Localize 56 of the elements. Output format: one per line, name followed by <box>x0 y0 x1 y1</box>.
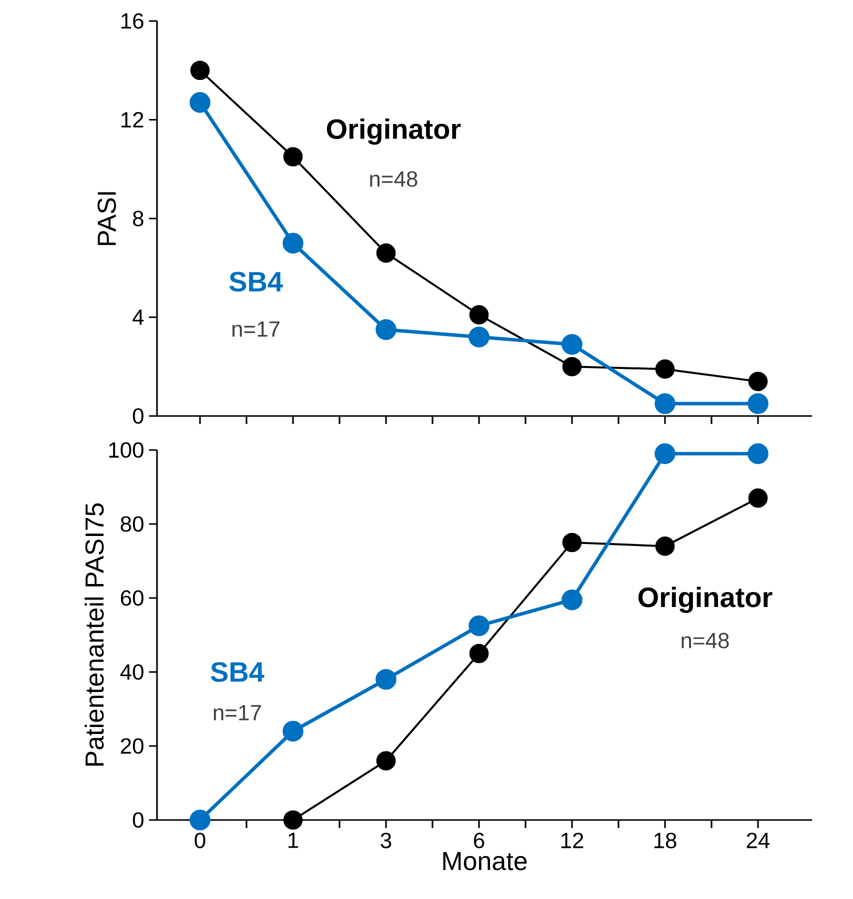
y-tick-label: 12 <box>121 112 144 128</box>
annotation: n=48 <box>682 632 729 648</box>
point <box>562 532 582 552</box>
y-tick-label: 80 <box>120 516 144 532</box>
annotation: n=48 <box>370 171 418 187</box>
point <box>748 393 768 414</box>
y-tick-label: 100 <box>109 442 144 458</box>
x-tick-label: 18 <box>654 832 676 848</box>
point <box>376 751 396 770</box>
point <box>282 720 304 742</box>
y-tick-label: 0 <box>132 812 144 828</box>
y-tick-label: 60 <box>120 590 144 606</box>
series-label: Originator <box>638 586 772 613</box>
point <box>562 589 582 610</box>
x-tick-label: 12 <box>561 832 584 848</box>
point <box>376 243 396 263</box>
x-tick-label: 1 <box>288 832 298 848</box>
y-tick-label: 8 <box>133 210 144 226</box>
x-axis-title: Monate <box>443 852 527 870</box>
point <box>655 536 675 556</box>
series-label: SB4 <box>229 272 283 292</box>
point <box>283 147 303 166</box>
x-tick-label: 0 <box>194 832 206 848</box>
y-tick-label: 16 <box>121 13 144 29</box>
y-tick-label: 20 <box>120 738 144 754</box>
point <box>190 60 210 80</box>
point <box>748 443 768 464</box>
y-axis-title: Patientenanteil PASI75 <box>84 503 104 766</box>
point <box>376 668 396 690</box>
y-tick-label: 0 <box>132 408 144 424</box>
point <box>469 305 489 324</box>
point <box>190 810 210 830</box>
x-tick-label: 3 <box>380 832 392 848</box>
point <box>282 232 304 254</box>
x-tick-label: 24 <box>746 832 770 848</box>
point <box>468 326 490 348</box>
point <box>562 334 582 355</box>
point <box>376 319 396 340</box>
point <box>655 359 675 379</box>
series-label: Originator <box>326 118 461 145</box>
point <box>468 615 490 636</box>
point <box>654 393 676 414</box>
point <box>748 488 768 508</box>
annotation: n=17 <box>214 705 261 720</box>
annotation: n=17 <box>232 322 280 337</box>
point <box>748 372 768 392</box>
point <box>654 443 676 464</box>
x-tick-label: 6 <box>474 832 484 848</box>
point <box>283 810 303 830</box>
point <box>469 644 489 664</box>
point <box>562 356 582 376</box>
y-axis-title: PASI <box>98 192 116 246</box>
y-tick-label: 40 <box>120 664 144 680</box>
series-label: SB4 <box>210 662 264 682</box>
y-tick-label: 4 <box>132 310 144 325</box>
point <box>190 92 210 113</box>
